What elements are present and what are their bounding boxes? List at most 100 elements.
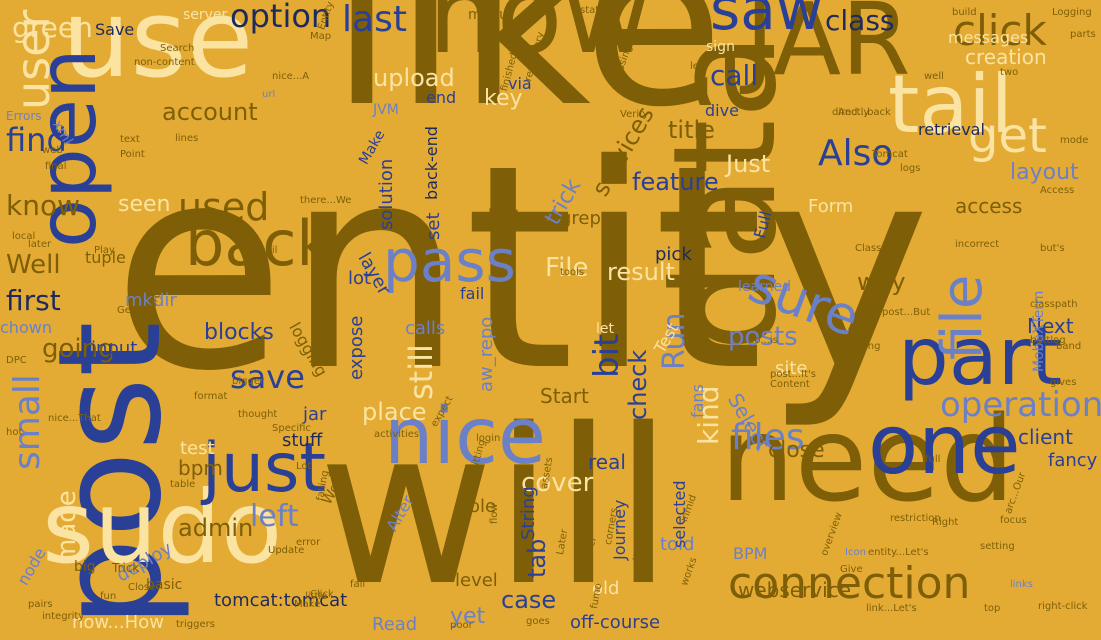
word-restriction: restriction bbox=[890, 513, 941, 524]
word-retrieval: retrieval bbox=[918, 120, 985, 139]
word-now-how: now...How bbox=[72, 612, 164, 633]
word-getting: Getting bbox=[117, 305, 155, 316]
word-class: class bbox=[825, 4, 895, 37]
word-green: green bbox=[12, 11, 93, 44]
word-key: key bbox=[484, 86, 523, 111]
word-well: well bbox=[924, 71, 944, 82]
word-stuff: stuff bbox=[282, 430, 323, 451]
word-dive: dive bbox=[705, 101, 739, 120]
word-integrity: integrity bbox=[42, 611, 85, 622]
word-two: two bbox=[1000, 67, 1019, 78]
word-local: local bbox=[12, 231, 36, 242]
word-setting: setting bbox=[980, 541, 1015, 552]
word-build: build bbox=[952, 7, 977, 18]
word-pick: pick bbox=[655, 244, 692, 265]
word-off-course: off-course bbox=[570, 612, 661, 633]
word-save: save bbox=[230, 358, 305, 396]
word-back: back bbox=[185, 207, 333, 280]
word-poor: poor bbox=[450, 620, 473, 631]
word-told: told bbox=[660, 534, 695, 555]
word-test: test bbox=[180, 438, 215, 459]
word-post-it-s: post...It's bbox=[770, 369, 816, 380]
word-bpm: BPM bbox=[733, 544, 768, 563]
word-web: web bbox=[42, 145, 63, 156]
word-file: File bbox=[545, 253, 589, 283]
word-bigger: bigger bbox=[232, 376, 265, 387]
word-tuple: tuple bbox=[85, 248, 126, 267]
word-mkdir: mkdir bbox=[125, 290, 177, 311]
word-jvm: JVM bbox=[373, 102, 399, 118]
word-expose: expose bbox=[346, 315, 367, 380]
word-call: call bbox=[710, 59, 759, 92]
word-little: little bbox=[305, 591, 328, 602]
word-end: end bbox=[426, 88, 457, 107]
word-click: Click bbox=[310, 589, 334, 600]
word-but-s: but's bbox=[1040, 243, 1065, 254]
word-flow: flow bbox=[489, 503, 500, 524]
word-right: Right bbox=[932, 517, 959, 528]
word-trick: Trick bbox=[112, 561, 140, 575]
word-need: need bbox=[720, 390, 1015, 528]
word-format: format bbox=[194, 391, 228, 402]
word-calls: calls bbox=[405, 318, 446, 339]
word-band: band bbox=[1056, 341, 1082, 352]
word-solution: solution bbox=[376, 158, 397, 230]
word-saw: saw bbox=[710, 0, 824, 43]
word-grep: grep bbox=[560, 208, 601, 229]
word-last: last bbox=[342, 0, 407, 40]
word-works: works bbox=[679, 556, 700, 588]
word-left: left bbox=[250, 499, 299, 534]
word-string: String bbox=[518, 486, 539, 540]
word-verify: Verify bbox=[620, 109, 649, 120]
word-layout: layout bbox=[1010, 160, 1079, 185]
word-bettlog: bettlog bbox=[1030, 335, 1066, 346]
word-set: set bbox=[423, 212, 444, 240]
word-place: place bbox=[362, 398, 427, 426]
word-fans: fans bbox=[688, 384, 707, 418]
word-link-let-s: link...Let's bbox=[866, 603, 917, 614]
word-yet: yet bbox=[450, 604, 486, 629]
word-tail: tail bbox=[888, 58, 1013, 151]
word-admin: admin bbox=[178, 514, 254, 542]
word-know: know bbox=[6, 189, 80, 222]
word-one: one bbox=[868, 398, 1021, 493]
word-still: still bbox=[402, 344, 440, 400]
word-real: real bbox=[588, 450, 626, 474]
word-pass: pass bbox=[383, 227, 516, 295]
word-use: use bbox=[62, 0, 254, 102]
word-triggers: triggers bbox=[176, 619, 215, 630]
word-fail: fail bbox=[460, 284, 485, 303]
word-going: going bbox=[42, 334, 115, 364]
word-made: made bbox=[52, 490, 82, 564]
word-posts: posts bbox=[728, 322, 798, 352]
word-jar: jar bbox=[303, 404, 327, 425]
word-goes: goes bbox=[526, 616, 550, 627]
word-get: get bbox=[968, 108, 1047, 164]
word-start: Start bbox=[540, 384, 589, 408]
word-url: url bbox=[262, 89, 276, 100]
word-opening: opening bbox=[840, 341, 881, 352]
word-let: let bbox=[596, 321, 614, 337]
word-just: Just bbox=[726, 150, 771, 178]
word-lines: lines bbox=[175, 133, 199, 144]
word-level: level bbox=[455, 570, 498, 591]
word-menu: menu bbox=[468, 7, 508, 23]
word-nice-that: nice...That bbox=[48, 413, 101, 424]
word-full: full bbox=[925, 454, 941, 465]
word-text: text bbox=[120, 134, 140, 145]
word-bit: bit bbox=[587, 333, 627, 378]
word-classpath: classpath bbox=[1030, 299, 1078, 310]
word-input: input bbox=[91, 338, 138, 359]
word-non-content: non-content bbox=[134, 57, 195, 68]
word-post-but: post...But bbox=[882, 307, 931, 318]
word-call: Call bbox=[312, 355, 331, 366]
word-learned: learned bbox=[738, 279, 791, 295]
word-specific: Specific bbox=[272, 423, 311, 434]
word-cover: cover bbox=[521, 468, 594, 498]
word-messages: messages bbox=[948, 28, 1029, 47]
word-site: site bbox=[775, 358, 808, 379]
word-icon: Icon bbox=[845, 547, 866, 558]
word-entity-let-s: entity...Let's bbox=[868, 547, 929, 558]
word-account: account bbox=[162, 98, 258, 126]
